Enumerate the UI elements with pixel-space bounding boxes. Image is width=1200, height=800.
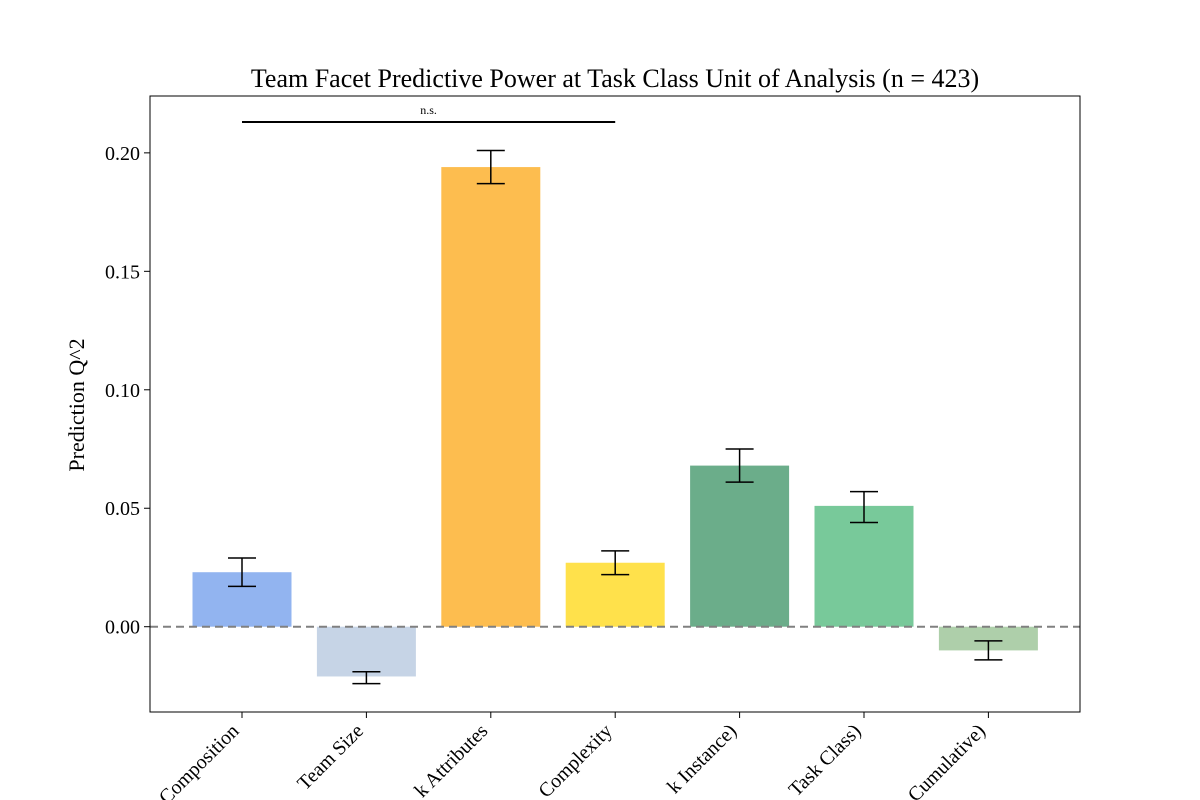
- bar: [441, 167, 541, 627]
- plot-frame: [149, 95, 1081, 713]
- y-axis-ticks: 0.00 0.05 0.10 0.15 0.20: [105, 143, 150, 639]
- x-tick-label: Cumulative): [904, 720, 990, 800]
- error-bars: [228, 149, 1003, 685]
- significance-label: n.s.: [420, 103, 437, 117]
- chart-title: Team Facet Predictive Power at Task Clas…: [251, 64, 979, 93]
- bar: [938, 626, 1038, 651]
- bar: [814, 505, 914, 627]
- bar: [316, 626, 416, 677]
- y-tick-label: 0.05: [105, 498, 140, 520]
- x-tick-label: Composition: [155, 720, 244, 800]
- y-tick-label: 0.10: [105, 380, 140, 402]
- error-bar: [476, 149, 505, 185]
- x-axis-ticks: Composition Team Size k Attributes Complexi…: [155, 712, 990, 800]
- error-bar: [228, 557, 256, 588]
- x-tick-label: k Instance): [663, 720, 741, 798]
- y-axis-label: Prediction Q^2: [64, 338, 89, 471]
- bars: [192, 167, 1038, 677]
- y-tick-label: 0.20: [105, 143, 140, 165]
- error-bar: [601, 550, 630, 576]
- x-tick-label: k Attributes: [410, 720, 492, 800]
- x-tick-label: Team Size: [293, 720, 368, 795]
- error-bar: [352, 670, 381, 685]
- error-bar: [725, 448, 754, 483]
- x-tick-label: Complexity: [534, 720, 616, 800]
- significance-bracket: n.s.: [242, 103, 616, 124]
- error-bar: [850, 490, 878, 524]
- bar: [690, 465, 790, 627]
- y-tick-label: 0.15: [105, 261, 140, 283]
- y-tick-label: 0.00: [105, 617, 140, 639]
- error-bar: [974, 640, 1003, 661]
- x-tick-label: Task Class): [785, 720, 866, 800]
